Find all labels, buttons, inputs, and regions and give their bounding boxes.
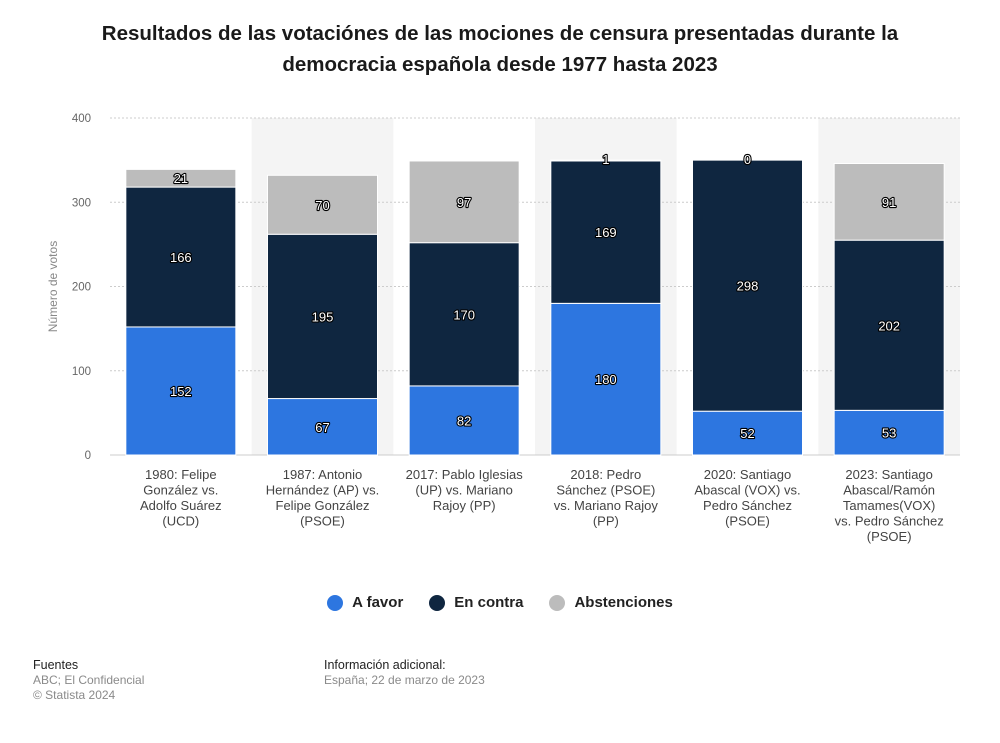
bar-en-contra-4[interactable] <box>692 159 803 412</box>
chart-title: Resultados de las votaciónes de las moci… <box>101 22 899 76</box>
bar-a-favor-4[interactable] <box>692 410 803 456</box>
gridlines <box>110 117 960 456</box>
data-label-a-favor-1: 67 <box>315 420 329 435</box>
x-tick-label-line: 1980: Felipe <box>145 467 217 482</box>
data-label-a-favor-2: 82 <box>457 413 471 428</box>
bar-a-favor-3[interactable] <box>550 302 662 456</box>
legend-item-a-favor[interactable]: A favor <box>327 594 403 611</box>
copyright-line: © Statista 2024 <box>33 688 116 702</box>
x-tick-label-line: vs. Pedro Sánchez <box>835 514 944 529</box>
y-tick-label-0: 0 <box>85 450 91 462</box>
legend-label-abstenciones: Abstenciones <box>574 594 673 611</box>
x-tick-label-line: Sánchez (PSOE) <box>556 483 655 498</box>
x-axis: 1980: Felipe González vs. Adolfo Suárez (UC… <box>140 467 944 544</box>
data-label-a-favor-3: 180 <box>595 372 617 387</box>
bar-en-contra-2[interactable] <box>408 242 520 387</box>
x-tick-label-line: vs. Mariano Rajoy <box>554 498 659 513</box>
x-tick-label-line: González vs. <box>143 483 218 498</box>
bar-abstenciones-1[interactable] <box>267 174 378 235</box>
x-tick-label-1: 1987: Antonio Hernández (AP) vs. Felipe Go… <box>266 467 379 529</box>
legend-item-abstenciones[interactable]: Abstenciones <box>549 594 673 611</box>
data-label-en-contra-5: 202 <box>878 318 900 333</box>
data-label-a-favor-0: 152 <box>170 384 192 399</box>
info-line: España; 22 de marzo de 2023 <box>324 673 485 687</box>
bar-abstenciones-3[interactable] <box>550 159 662 162</box>
x-tick-label-line: Rajoy (PP) <box>433 498 496 513</box>
data-label-en-contra-3: 169 <box>595 225 617 240</box>
x-tick-label-line: Felipe González <box>276 498 370 513</box>
data-label-abstenciones-1: 70 <box>315 198 329 213</box>
x-tick-label-line: 2023: Santiago <box>845 467 932 482</box>
data-label-abstenciones-3: 1 <box>602 152 609 167</box>
x-tick-label-2: 2017: Pablo Iglesias (UP) vs. Mariano Rajo… <box>406 467 524 513</box>
data-label-en-contra-1: 195 <box>312 309 334 324</box>
x-tick-label-4: 2020: Santiago Abascal (VOX) vs. Pedro Sán… <box>694 467 800 529</box>
x-tick-label-line: 1987: Antonio <box>283 467 363 482</box>
x-tick-label-line: Abascal/Ramón <box>843 483 935 498</box>
data-label-en-contra-2: 170 <box>453 307 475 322</box>
data-label-a-favor-5: 53 <box>882 426 896 441</box>
bar-abstenciones-2[interactable] <box>408 160 520 244</box>
y-tick-label-100: 100 <box>72 366 91 378</box>
data-label-abstenciones-0: 21 <box>174 171 188 186</box>
data-label-abstenciones-4: 0 <box>744 152 751 167</box>
x-tick-label-line: Tamames(VOX) <box>843 498 935 513</box>
x-tick-label-line: Hernández (AP) vs. <box>266 483 379 498</box>
bar-abstenciones-0[interactable] <box>125 168 237 188</box>
legend-label-en-contra: En contra <box>454 594 524 611</box>
x-tick-label-line: Pedro Sánchez <box>703 498 792 513</box>
bar-a-favor-0[interactable] <box>125 326 237 456</box>
x-tick-label-5: 2023: Santiago Abascal/Ramón Tamames(VOX) v… <box>835 467 944 544</box>
sources-line[interactable]: ABC; El Confidencial <box>33 673 145 687</box>
data-label-en-contra-0: 166 <box>170 250 192 265</box>
data-label-abstenciones-2: 97 <box>457 195 471 210</box>
info-title: Información adicional: <box>324 658 446 672</box>
legend-swatch-a-favor <box>327 594 344 611</box>
bar-a-favor-5[interactable] <box>833 409 945 456</box>
legend-swatch-abstenciones <box>549 594 566 611</box>
x-tick-label-line: (UCD) <box>162 514 199 529</box>
bar-en-contra-1[interactable] <box>267 233 378 400</box>
data-labels: 1521662167195708217097180169152298053202… <box>169 151 901 442</box>
legend-item-en-contra[interactable]: En contra <box>429 594 523 611</box>
bar-a-favor-1[interactable] <box>267 398 378 456</box>
bar-en-contra-3[interactable] <box>550 160 662 304</box>
y-tick-label-200: 200 <box>72 282 91 294</box>
sources-title: Fuentes <box>33 658 79 672</box>
footer-info: Información adicional: España; 22 de mar… <box>324 658 485 688</box>
footer-sources: Fuentes ABC; El Confidencial © Statista … <box>33 658 144 703</box>
data-label-abstenciones-5: 91 <box>882 195 896 210</box>
x-tick-label-line: (PSOE) <box>300 514 345 529</box>
bar-en-contra-5[interactable] <box>833 239 945 411</box>
bar-abstenciones-5[interactable] <box>833 162 945 241</box>
x-tick-label-line: Abascal (VOX) vs. <box>694 483 800 498</box>
y-tick-label-300: 300 <box>72 197 91 209</box>
x-tick-label-3: 2018: Pedro Sánchez (PSOE) vs. Mariano Raj… <box>554 467 659 529</box>
legend-swatch-en-contra <box>429 594 446 611</box>
x-tick-label-line: (PSOE) <box>867 529 912 544</box>
x-tick-label-line: 2018: Pedro <box>570 467 641 482</box>
x-tick-label-line: (PSOE) <box>725 514 770 529</box>
x-tick-label-line: (UP) vs. Mariano <box>415 483 513 498</box>
bars <box>125 159 945 456</box>
data-label-a-favor-4: 52 <box>740 426 754 441</box>
legend: A favor En contra Abstenciones <box>0 594 1000 611</box>
data-label-en-contra-4: 298 <box>737 279 759 294</box>
bar-en-contra-0[interactable] <box>125 186 237 328</box>
x-tick-label-line: 2020: Santiago <box>704 467 791 482</box>
y-axis: 0 100 200 300 400 Número de votos <box>46 113 91 462</box>
x-tick-label-0: 1980: Felipe González vs. Adolfo Suárez (UC… <box>140 467 222 529</box>
y-axis-label: Número de votos <box>46 241 60 332</box>
x-tick-label-line: Adolfo Suárez <box>140 498 222 513</box>
legend-label-a-favor: A favor <box>352 594 404 611</box>
x-tick-label-line: 2017: Pablo Iglesias <box>406 467 524 482</box>
y-tick-label-400: 400 <box>72 113 91 125</box>
x-tick-label-line: (PP) <box>593 514 619 529</box>
